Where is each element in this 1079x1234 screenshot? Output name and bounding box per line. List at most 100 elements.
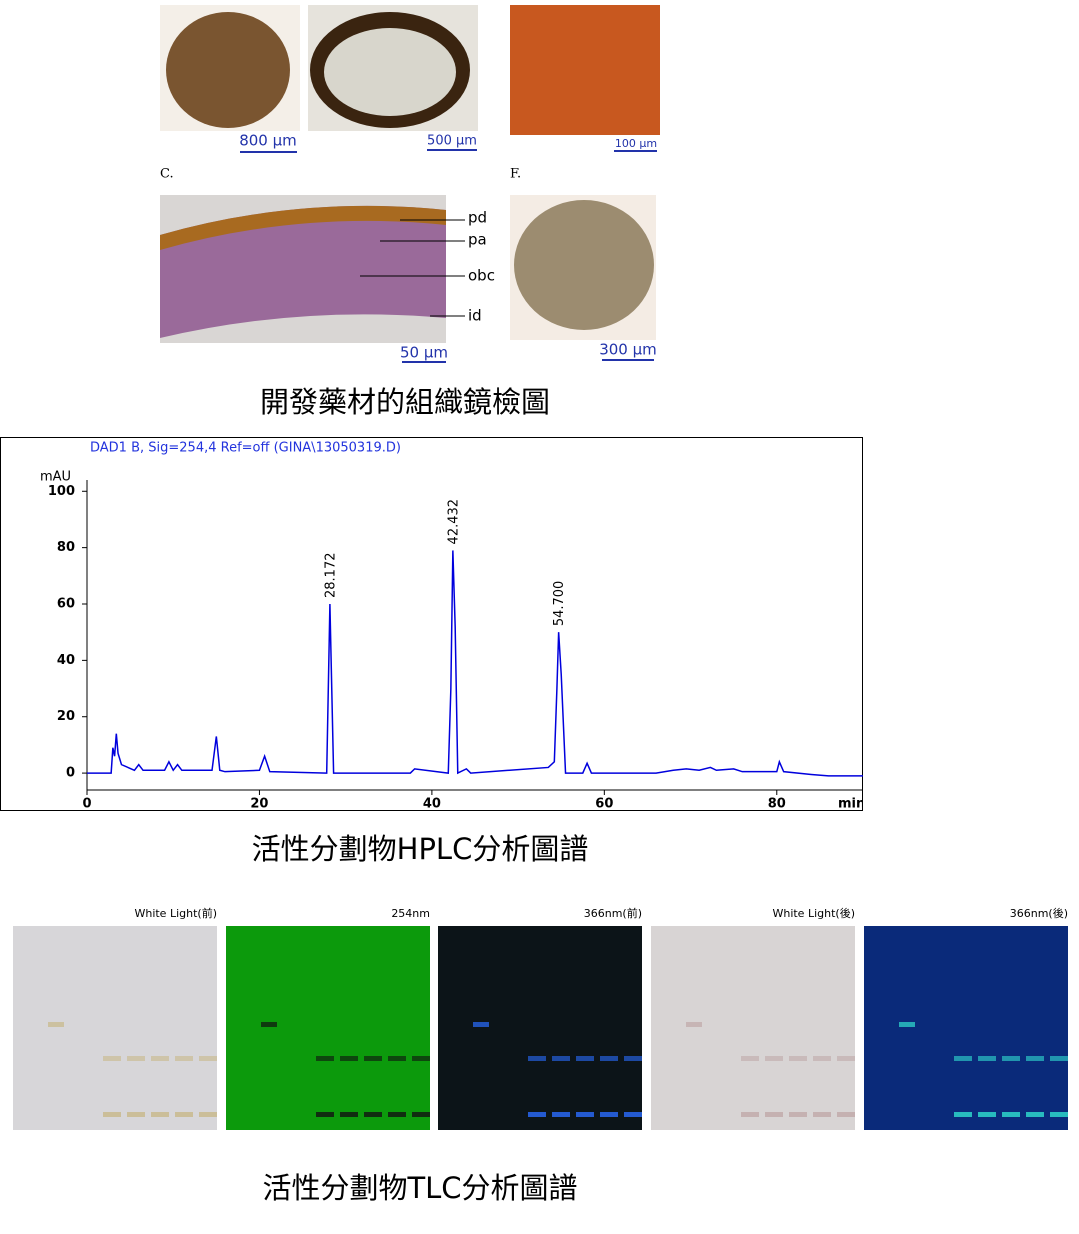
- band: [813, 1112, 831, 1117]
- band: [103, 1112, 121, 1117]
- band: [364, 1056, 382, 1061]
- band: [624, 1056, 642, 1061]
- x-axis-label: min: [838, 797, 865, 812]
- band: [789, 1056, 807, 1061]
- layer-label: obc: [468, 267, 495, 285]
- y-tick-label: 80: [57, 540, 75, 555]
- band: [340, 1112, 358, 1117]
- band: [813, 1056, 831, 1061]
- band: [340, 1056, 358, 1061]
- band: [1002, 1056, 1020, 1061]
- scale-label: 100 µm: [615, 137, 657, 150]
- band: [1026, 1112, 1044, 1117]
- scale-label: 300 µm: [599, 341, 657, 359]
- band: [388, 1112, 406, 1117]
- tlc-plate: [651, 926, 855, 1130]
- band: [741, 1056, 759, 1061]
- plate-label: 366nm(前): [584, 906, 642, 920]
- band: [741, 1112, 759, 1117]
- band: [151, 1056, 169, 1061]
- hplc-chart: DAD1 B, Sig=254,4 Ref=off (GINA\13050319…: [1, 438, 866, 812]
- band: [954, 1112, 972, 1117]
- band: [978, 1112, 996, 1117]
- band: [127, 1112, 145, 1117]
- plate-label: White Light(前): [134, 906, 217, 920]
- band: [789, 1112, 807, 1117]
- band: [600, 1056, 618, 1061]
- band: [127, 1056, 145, 1061]
- band: [316, 1112, 334, 1117]
- band: [412, 1056, 430, 1061]
- chart-title: DAD1 B, Sig=254,4 Ref=off (GINA\13050319…: [90, 441, 401, 456]
- y-tick-label: 40: [57, 653, 75, 668]
- band: [175, 1056, 193, 1061]
- band: [600, 1112, 618, 1117]
- band: [199, 1112, 217, 1117]
- caption: 活性分劃物HPLC分析圖譜: [252, 832, 589, 866]
- y-axis-label: mAU: [40, 470, 71, 485]
- band: [199, 1056, 217, 1061]
- band: [1050, 1112, 1068, 1117]
- band: [576, 1112, 594, 1117]
- band: [978, 1056, 996, 1061]
- tlc-plate: [226, 926, 430, 1130]
- tlc-plate: [438, 926, 642, 1130]
- scale-label: 500 µm: [427, 134, 477, 149]
- scale-label: 50 µm: [400, 344, 448, 362]
- section-core: [324, 28, 456, 116]
- band: [837, 1056, 855, 1061]
- band: [261, 1022, 277, 1027]
- band: [552, 1056, 570, 1061]
- band: [686, 1022, 702, 1027]
- y-tick-label: 20: [57, 709, 75, 724]
- band: [576, 1056, 594, 1061]
- y-tick-label: 0: [66, 766, 75, 781]
- band: [528, 1056, 546, 1061]
- band: [412, 1112, 430, 1117]
- band: [552, 1112, 570, 1117]
- y-tick-label: 60: [57, 597, 75, 612]
- band: [473, 1022, 489, 1027]
- band: [765, 1056, 783, 1061]
- tlc-plate: [864, 926, 1068, 1130]
- band: [48, 1022, 64, 1027]
- band: [103, 1056, 121, 1061]
- plate-label: 254nm: [391, 907, 430, 920]
- panel-label: C.: [160, 167, 174, 182]
- layer-label: pd: [468, 209, 487, 227]
- x-tick-label: 40: [423, 797, 441, 812]
- band: [151, 1112, 169, 1117]
- peak-label: 54.700: [552, 581, 567, 627]
- band: [364, 1112, 382, 1117]
- band: [837, 1112, 855, 1117]
- seed: [166, 12, 290, 128]
- band: [1026, 1056, 1044, 1061]
- tlc-plate: [13, 926, 217, 1130]
- layer-label: id: [468, 307, 482, 325]
- cell-mass: [514, 200, 654, 330]
- image-e: [510, 5, 660, 135]
- band: [954, 1056, 972, 1061]
- peak-label: 28.172: [323, 553, 338, 599]
- band: [316, 1056, 334, 1061]
- x-tick-label: 80: [768, 797, 786, 812]
- layer-label: pa: [468, 231, 487, 249]
- band: [528, 1112, 546, 1117]
- caption: 開發藥材的組織鏡檢圖: [260, 385, 550, 419]
- scale-label: 800 µm: [239, 132, 297, 150]
- band: [175, 1112, 193, 1117]
- caption: 活性分劃物TLC分析圖譜: [262, 1171, 577, 1205]
- band: [624, 1112, 642, 1117]
- x-tick-label: 60: [595, 797, 613, 812]
- peak-label: 42.432: [446, 499, 461, 545]
- band: [765, 1112, 783, 1117]
- plate-label: 366nm(後): [1010, 906, 1068, 920]
- x-tick-label: 20: [250, 797, 268, 812]
- frame: [1, 438, 863, 811]
- band: [1050, 1056, 1068, 1061]
- panel-label: F.: [510, 167, 521, 182]
- band: [1002, 1112, 1020, 1117]
- y-tick-label: 100: [48, 484, 75, 499]
